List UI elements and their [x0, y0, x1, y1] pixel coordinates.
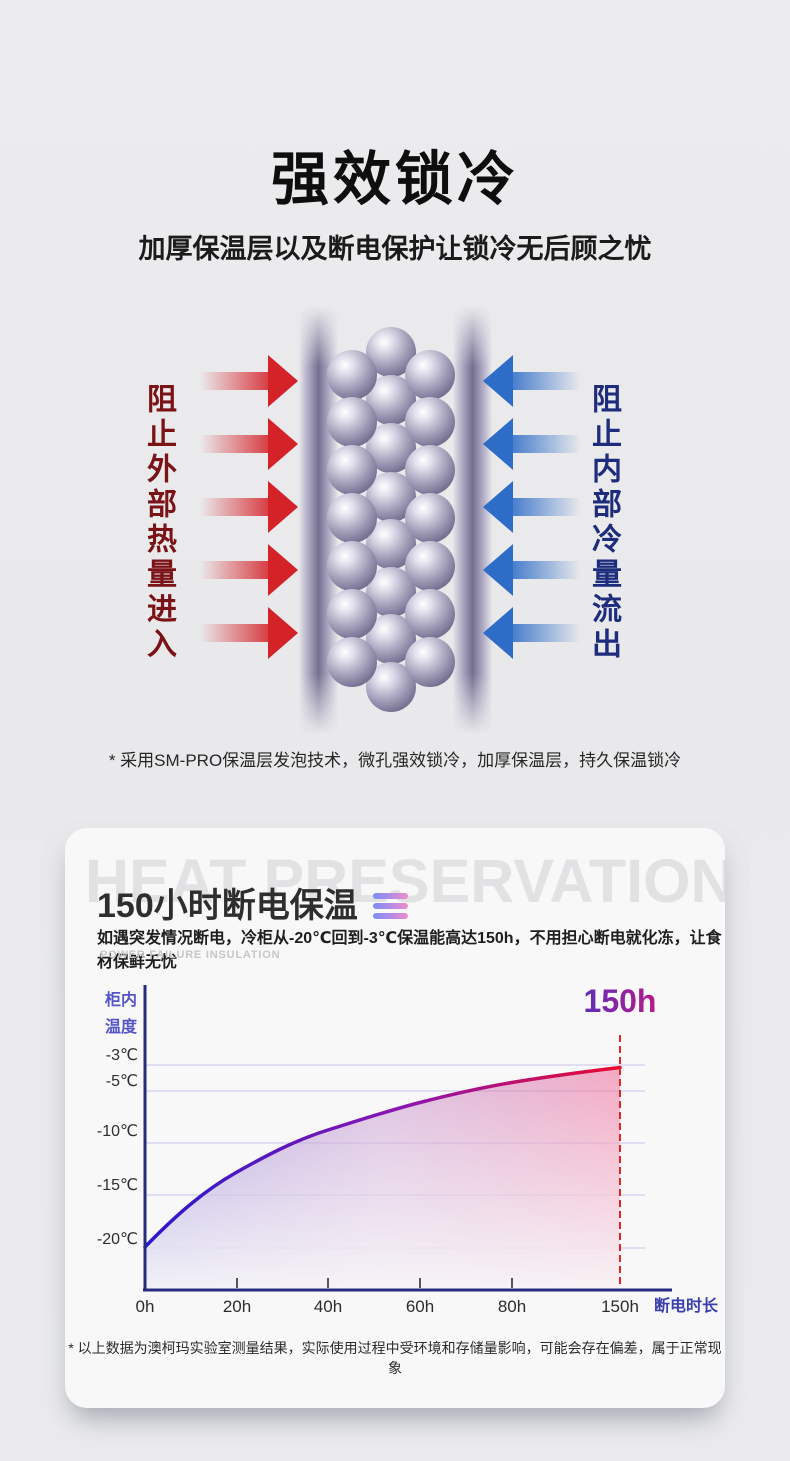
y-tick-label: -10℃	[97, 1123, 138, 1140]
temperature-curve	[143, 1065, 622, 1249]
menu-lines-icon	[372, 892, 408, 919]
diagram-left-label: 阻止外部热量进入	[142, 383, 175, 663]
curve-area-fade	[145, 1067, 620, 1288]
foam-sphere	[327, 541, 377, 591]
foam-sphere	[327, 589, 377, 639]
heat-arrow-icon	[200, 607, 298, 659]
foam-sphere	[405, 589, 455, 639]
heat-arrow-icon	[200, 355, 298, 407]
cold-arrow-icon	[483, 481, 581, 533]
foam-sphere	[405, 493, 455, 543]
hero-footnote: * 采用SM-PRO保温层发泡技术，微孔强效锁冷，加厚保温层，持久保温锁冷	[108, 751, 682, 770]
cold-arrow-icon	[483, 544, 581, 596]
info-card: HEAT PRESERVATION	[65, 828, 725, 1408]
y-tick-label: -3℃	[106, 1047, 138, 1064]
card-heading-row: 150小时断电保温	[97, 878, 408, 927]
x-tick-label: 20h	[223, 1297, 251, 1316]
foam-sphere	[327, 397, 377, 447]
card-footnote: * 以上数据为澳柯玛实验室测量结果，实际使用过程中受环境和存储量影响，可能会存在…	[68, 1340, 722, 1376]
insulation-chart: 柜内 温度 -3℃ -5℃ -10℃ -15℃ -20℃ 0h 20h 40h …	[97, 983, 719, 1316]
cold-arrow-icon	[483, 607, 581, 659]
y-tick-label: -20℃	[97, 1231, 138, 1248]
foam-sphere	[327, 493, 377, 543]
x-tick-label: 150h	[601, 1297, 639, 1316]
cold-arrow-icon	[483, 355, 581, 407]
y-tick-label: -5℃	[106, 1073, 138, 1090]
card-caption: POWER FAILURE INSULATION	[100, 949, 281, 961]
card-heading: 150小时断电保温	[97, 887, 358, 925]
card-description: 如遇突发情况断电，冷柜从-20℃回到-3℃保温能高达150h，不用担心断电就化冻…	[97, 930, 722, 971]
diagram-right-label: 阻止内部冷量流出	[587, 383, 620, 663]
foam-sphere	[405, 397, 455, 447]
y-axis-title-line1: 柜内	[105, 990, 137, 1009]
cold-arrow-icon	[483, 418, 581, 470]
foam-sphere	[405, 445, 455, 495]
foam-sphere	[327, 637, 377, 687]
foam-sphere	[405, 637, 455, 687]
x-tick-label: 40h	[314, 1297, 342, 1316]
page-title: 强效锁冷	[270, 147, 519, 212]
heat-arrow-icon	[200, 544, 298, 596]
x-tick-label: 80h	[498, 1297, 526, 1316]
heat-arrow-icon	[200, 418, 298, 470]
foam-sphere	[405, 350, 455, 400]
x-axis-title: 断电时长	[654, 1296, 719, 1315]
foam-sphere	[327, 350, 377, 400]
y-axis-title-line2: 温度	[104, 1017, 138, 1036]
x-tick-label: 60h	[406, 1297, 434, 1316]
x-tick-label: 0h	[136, 1297, 155, 1316]
foam-sphere	[327, 445, 377, 495]
y-tick-label: -15℃	[97, 1177, 138, 1194]
heat-arrow-icon	[200, 481, 298, 533]
foam-sphere	[405, 541, 455, 591]
page-subtitle: 加厚保温层以及断电保护让锁冷无后顾之忧	[138, 234, 652, 264]
annotation-150h: 150h	[584, 983, 657, 1019]
x-tick-marks	[236, 1278, 513, 1288]
